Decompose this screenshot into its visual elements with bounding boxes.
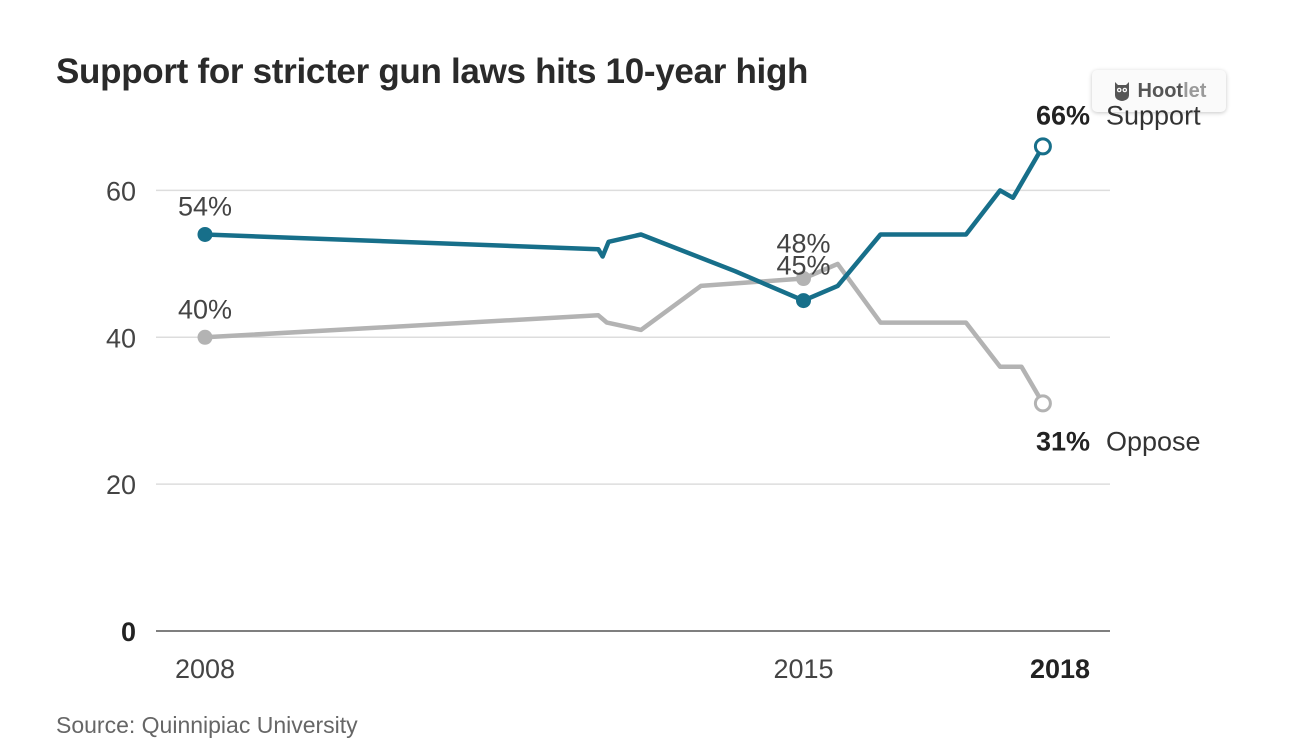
series-end-point-support <box>1033 137 1052 156</box>
end-value-label-support: 66% <box>1036 100 1090 130</box>
source-note: Source: Quinnipiac University <box>56 712 358 738</box>
series-start-point-support <box>197 226 213 242</box>
x-tick-label: 2018 <box>1030 654 1090 684</box>
hootlet-label-bold: Hoot <box>1137 79 1184 102</box>
series-start-point-oppose <box>197 329 213 345</box>
page-title: Support for stricter gun laws hits 10-ye… <box>56 52 809 91</box>
x-tick-label: 2008 <box>175 654 235 684</box>
hootlet-label: Hootlet <box>1138 80 1207 103</box>
series-line-oppose <box>202 261 1046 406</box>
end-value-label-oppose: 31% <box>1036 426 1090 456</box>
series-point-oppose <box>796 271 811 287</box>
x-tick-label: 2015 <box>773 654 833 684</box>
data-label-support: 54% <box>178 191 232 221</box>
series-line-support <box>202 144 1046 303</box>
data-label-oppose: 48% <box>776 229 830 259</box>
y-tick-label: 20 <box>106 470 136 500</box>
series-point-support <box>796 293 811 309</box>
y-tick-label: 40 <box>106 323 136 353</box>
data-label-oppose: 40% <box>178 294 232 324</box>
series-name-label-oppose: Oppose <box>1106 426 1201 456</box>
hootlet-label-light: let <box>1183 79 1207 102</box>
hootlet-button[interactable]: Hootlet <box>1092 70 1226 112</box>
series-name-label-support: Support <box>1106 100 1201 130</box>
series-end-point-oppose <box>1033 394 1052 413</box>
data-label-support: 45% <box>776 251 830 281</box>
owl-icon <box>1114 82 1129 101</box>
y-tick-label: 0 <box>121 617 136 647</box>
y-tick-label: 60 <box>106 176 136 206</box>
